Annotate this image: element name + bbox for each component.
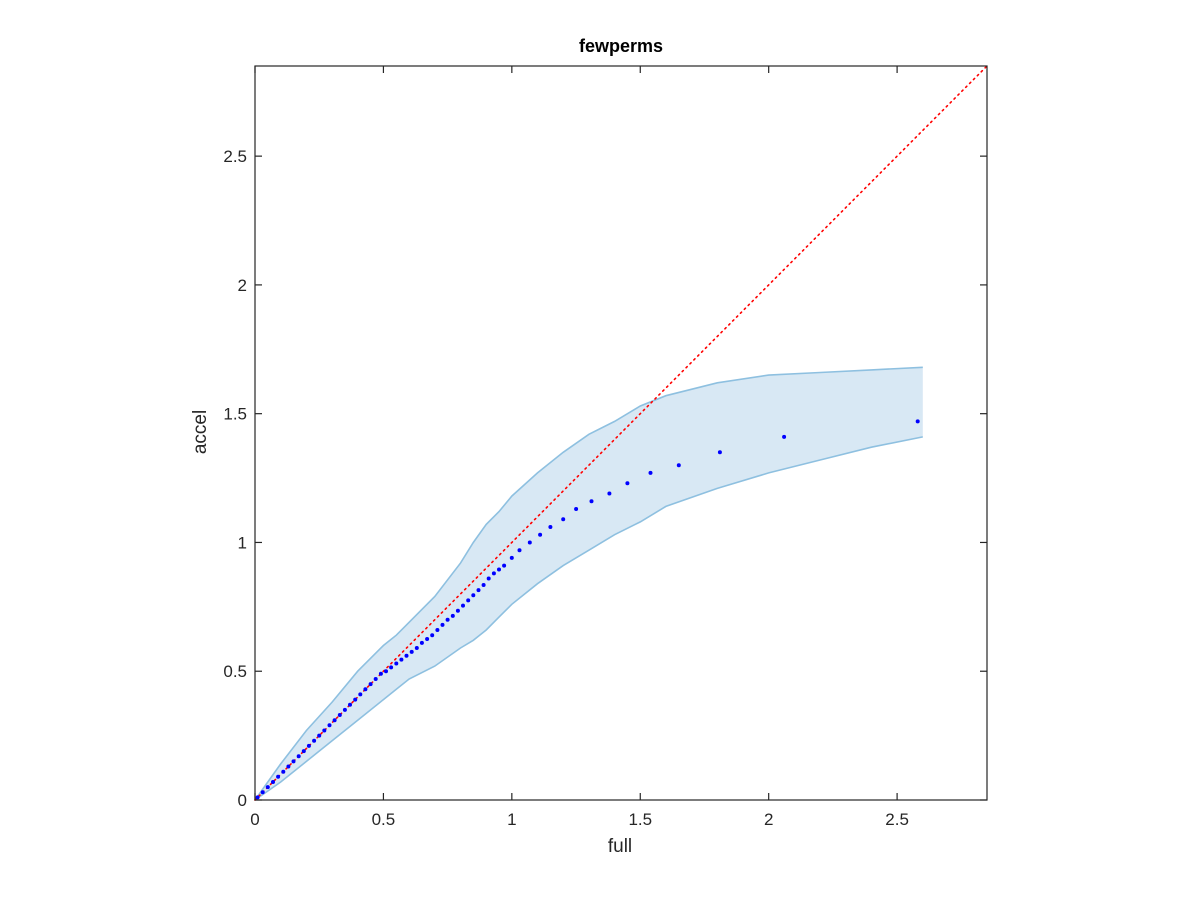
- data-point: [466, 598, 471, 603]
- data-point: [440, 622, 445, 627]
- data-point: [373, 677, 378, 681]
- y-tick-label: 2: [238, 276, 247, 295]
- chart-title: fewperms: [579, 36, 663, 56]
- data-point: [450, 613, 455, 618]
- data-point: [337, 713, 342, 717]
- data-point: [455, 608, 460, 613]
- data-point: [648, 470, 653, 475]
- data-point: [471, 593, 476, 598]
- data-point: [527, 540, 532, 545]
- data-point: [260, 790, 265, 795]
- confidence-band-fill: [255, 367, 923, 800]
- data-point: [502, 563, 507, 568]
- data-point: [461, 603, 465, 608]
- data-point: [404, 653, 409, 658]
- confidence-band-upper-edge: [254, 366, 923, 801]
- x-axis-label: full: [608, 836, 632, 857]
- y-tick-label: 1.5: [223, 405, 247, 424]
- data-point: [486, 576, 491, 581]
- y-tick-label: 0.5: [223, 662, 247, 681]
- data-point: [332, 718, 337, 723]
- data-point: [435, 628, 440, 632]
- data-point: [271, 780, 275, 784]
- data-point: [419, 640, 424, 645]
- x-tick-label: 0: [250, 810, 259, 829]
- data-point: [430, 633, 435, 638]
- y-tick-label: 2.5: [223, 147, 247, 166]
- data-point: [491, 571, 496, 576]
- data-point: [481, 583, 486, 587]
- data-point: [497, 567, 501, 572]
- data-point: [276, 774, 281, 779]
- data-point: [589, 499, 594, 504]
- data-point: [348, 702, 352, 707]
- data-point: [476, 588, 481, 593]
- data-point: [425, 637, 430, 641]
- data-point: [509, 555, 514, 560]
- data-point: [561, 517, 566, 522]
- data-point: [607, 491, 612, 496]
- y-axis-label: accel: [190, 410, 211, 454]
- data-point: [312, 738, 317, 743]
- data-point: [342, 707, 347, 712]
- data-point: [399, 657, 404, 662]
- x-tick-label: 1.5: [628, 810, 652, 829]
- x-axis-ticks: 0 0.5 1 1.5 2 2.5: [250, 66, 909, 829]
- y-tick-label: 1: [238, 533, 247, 552]
- axes-box: [254, 65, 988, 801]
- x-tick-label: 1: [507, 810, 516, 829]
- data-point: [625, 481, 630, 486]
- data-point: [378, 671, 383, 676]
- data-point: [538, 532, 543, 537]
- data-point: [384, 669, 388, 674]
- data-point: [301, 749, 306, 754]
- data-point: [368, 682, 373, 687]
- data-point: [296, 754, 301, 759]
- y-tick-label: 0: [238, 791, 247, 810]
- data-point: [255, 795, 260, 800]
- data-point: [281, 769, 286, 774]
- data-point: [291, 759, 296, 764]
- data-point: [327, 723, 332, 728]
- x-tick-label: 0.5: [372, 810, 396, 829]
- data-points: [255, 419, 920, 800]
- data-point: [306, 743, 311, 748]
- data-point: [915, 419, 920, 424]
- y-axis-ticks: 0 0.5 1 1.5 2 2.5: [223, 147, 987, 810]
- data-point: [445, 617, 450, 622]
- data-point: [574, 507, 579, 511]
- data-point: [353, 697, 358, 702]
- data-point: [265, 785, 270, 790]
- data-point: [717, 450, 722, 455]
- data-point: [322, 728, 327, 733]
- data-point: [358, 692, 363, 697]
- data-point: [394, 661, 399, 666]
- data-point: [517, 548, 522, 553]
- data-point: [389, 665, 394, 670]
- data-point: [286, 764, 291, 769]
- data-point: [363, 687, 368, 692]
- data-point: [782, 434, 787, 439]
- confidence-band-lower-edge: [254, 436, 923, 801]
- data-point: [414, 646, 419, 650]
- data-point: [548, 525, 553, 529]
- data-point: [676, 463, 681, 468]
- x-tick-label: 2: [764, 810, 773, 829]
- x-tick-label: 2.5: [885, 810, 909, 829]
- data-point: [409, 649, 414, 654]
- data-point: [317, 733, 322, 738]
- plot-area: [254, 65, 988, 801]
